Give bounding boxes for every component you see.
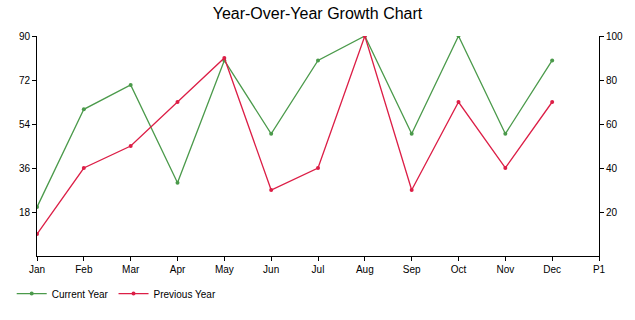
svg-text:Feb: Feb (75, 264, 93, 275)
svg-text:Jun: Jun (263, 264, 279, 275)
svg-text:36: 36 (19, 163, 31, 174)
svg-text:18: 18 (19, 207, 31, 218)
svg-text:Aug: Aug (356, 264, 374, 275)
svg-text:20: 20 (606, 207, 618, 218)
svg-text:Nov: Nov (496, 264, 514, 275)
svg-text:Current Year: Current Year (52, 289, 109, 300)
svg-text:May: May (215, 264, 234, 275)
svg-text:Mar: Mar (122, 264, 140, 275)
svg-text:Sep: Sep (403, 264, 421, 275)
svg-text:100: 100 (606, 31, 623, 42)
svg-text:72: 72 (19, 75, 31, 86)
svg-text:60: 60 (606, 119, 618, 130)
svg-text:54: 54 (19, 119, 31, 130)
svg-text:Dec: Dec (543, 264, 561, 275)
svg-text:Apr: Apr (170, 264, 186, 275)
svg-text:Previous Year: Previous Year (154, 289, 216, 300)
svg-text:P1: P1 (593, 264, 606, 275)
svg-text:Jan: Jan (29, 264, 45, 275)
svg-text:40: 40 (606, 163, 618, 174)
svg-text:Jul: Jul (312, 264, 325, 275)
svg-text:80: 80 (606, 75, 618, 86)
svg-text:Oct: Oct (451, 264, 467, 275)
svg-text:Year-Over-Year Growth Chart: Year-Over-Year Growth Chart (213, 5, 423, 22)
svg-text:90: 90 (19, 31, 31, 42)
